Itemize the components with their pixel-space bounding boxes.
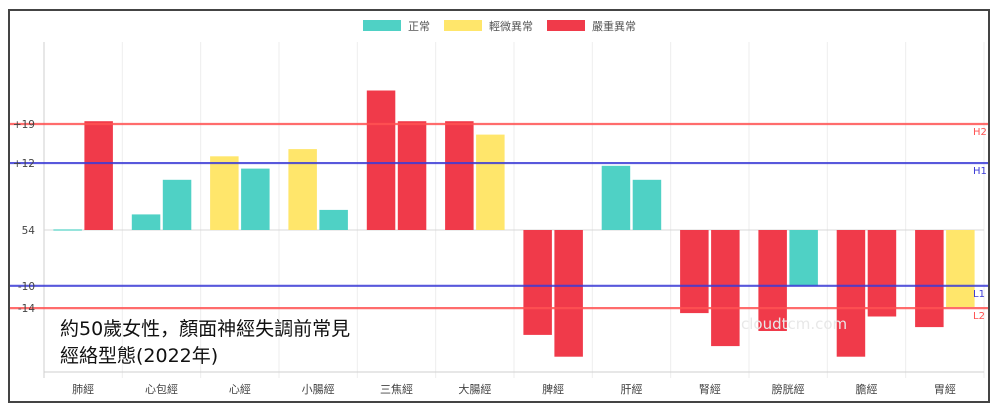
bar-4-1 <box>288 149 317 230</box>
legend-item[interactable]: 輕微異常 <box>444 19 533 33</box>
legend: 正常 輕微異常 嚴重異常 <box>363 19 636 33</box>
reference-label-l1: L1 <box>973 289 985 300</box>
legend-swatch <box>547 20 585 31</box>
legend-swatch <box>363 20 401 31</box>
legend-label: 嚴重異常 <box>592 19 636 33</box>
bar-7-1 <box>523 230 552 335</box>
x-tick-label: 肝經 <box>621 382 643 396</box>
x-tick-label: 膽經 <box>856 382 878 396</box>
legend-item[interactable]: 嚴重異常 <box>547 19 636 33</box>
bar-10-2 <box>789 230 818 286</box>
legend-label: 輕微異常 <box>489 19 533 33</box>
x-tick-label: 心包經 <box>145 382 178 396</box>
chart-title: 約50歲女性，顏面神經失調前常見經絡型態(2022年) <box>60 318 350 367</box>
reference-label-h1: H1 <box>973 166 987 177</box>
legend-label: 正常 <box>408 20 430 33</box>
x-tick-label: 膀胱經 <box>772 382 805 396</box>
x-tick-label: 胃經 <box>934 382 956 396</box>
watermark: cloudtcm.com <box>741 315 847 333</box>
y-tick-label: -10 <box>18 281 35 293</box>
bar-9-2 <box>711 230 740 347</box>
grid <box>43 42 985 378</box>
reference-label-h2: H2 <box>973 127 987 138</box>
legend-item[interactable]: 正常 <box>363 20 430 33</box>
bar-5-1 <box>366 90 396 230</box>
bar-3-2 <box>241 168 270 230</box>
bar-1-1 <box>53 229 82 231</box>
x-tick-label: 肺經 <box>72 382 94 396</box>
reference-lines: H2 H1 L1 L2 <box>10 122 988 322</box>
y-tick-label: +12 <box>13 158 35 170</box>
y-tick-label: 54 <box>22 225 36 237</box>
x-tick-label: 大腸經 <box>458 382 491 396</box>
x-tick-label: 脾經 <box>542 382 564 396</box>
bar-6-2 <box>476 134 505 230</box>
bar-8-2 <box>632 179 662 230</box>
y-axis-ticks: +19 +12 54 -10 -14 <box>13 119 35 315</box>
y-tick-label: -14 <box>18 303 35 315</box>
bar-4-2 <box>319 209 348 230</box>
bar-6-1 <box>445 121 474 230</box>
bar-2-2 <box>162 179 192 230</box>
bar-11-2 <box>867 230 897 317</box>
bar-2-1 <box>131 214 161 230</box>
bar-7-2 <box>554 230 583 357</box>
bar-12-2 <box>946 230 975 307</box>
x-tick-label: 三焦經 <box>380 382 413 396</box>
bar-11-1 <box>836 230 866 357</box>
bar-8-1 <box>601 165 631 230</box>
bar-3-1 <box>210 156 239 230</box>
legend-swatch <box>444 20 482 31</box>
bar-9-1 <box>680 230 709 314</box>
bar-10-1 <box>758 230 787 331</box>
x-tick-label: 心經 <box>229 382 251 396</box>
x-axis-labels: 肺經 心包經 心經 小腸經 三焦經 大腸經 脾經 肝經 腎經 膀胱經 膽經 胃經 <box>72 382 956 396</box>
chart-title-line: 經絡型態(2022年) <box>60 345 218 367</box>
chart-title-line: 約50歲女性，顏面神經失調前常見 <box>60 318 350 340</box>
bar-5-2 <box>397 121 427 230</box>
bars <box>53 90 975 357</box>
x-tick-label: 小腸經 <box>302 382 335 396</box>
x-tick-label: 腎經 <box>699 382 721 396</box>
bar-12-1 <box>915 230 944 328</box>
bar-1-2 <box>84 121 113 230</box>
reference-label-l2: L2 <box>973 311 985 322</box>
y-tick-label: +19 <box>13 119 35 131</box>
